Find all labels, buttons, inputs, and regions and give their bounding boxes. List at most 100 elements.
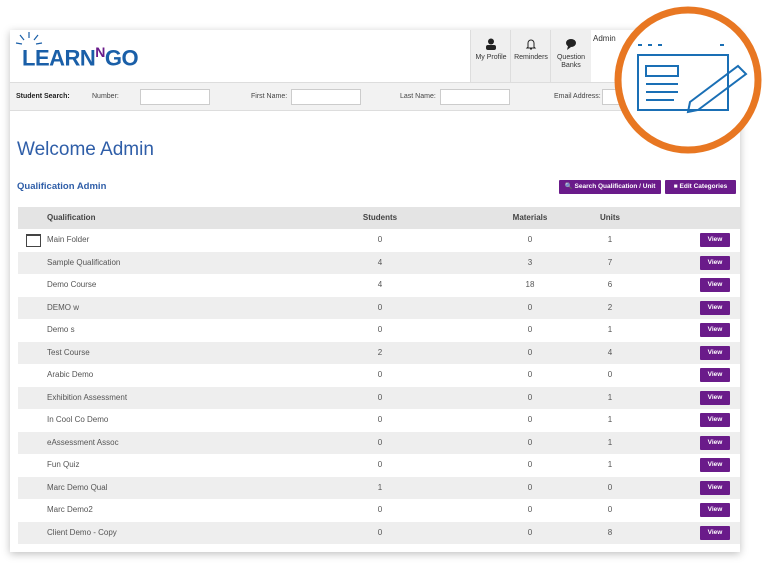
table-row: Arabic Demo 0 0 0 View (18, 364, 740, 387)
qualification-name[interactable]: Demo Course (47, 280, 97, 289)
user-name[interactable]: Admin (593, 34, 616, 43)
cell-number: 2 (377, 347, 383, 357)
qualification-name[interactable]: Demo s (47, 325, 75, 334)
cell-number: 0 (527, 437, 533, 447)
text-input[interactable] (140, 89, 210, 105)
cell-number: 0 (377, 302, 383, 312)
table-row: In Cool Co Demo 0 0 1 View (18, 409, 740, 432)
view-button[interactable]: View (700, 300, 730, 315)
cell-number: 0 (377, 235, 383, 244)
column-header: Units (600, 213, 620, 222)
qualification-name[interactable]: Fun Quiz (47, 460, 80, 469)
field-label: First Name: (251, 93, 288, 100)
cell-number: 0 (527, 505, 533, 514)
view-button[interactable]: View (700, 458, 730, 472)
qualification-name[interactable]: eAssessment Assoc (47, 437, 119, 447)
section-title: Qualification Admin (17, 181, 107, 192)
view-button[interactable]: View (700, 345, 730, 360)
view-button[interactable]: View (700, 390, 730, 405)
cell-number: 2 (607, 302, 613, 312)
qualification-name[interactable]: DEMO w (47, 302, 79, 312)
edit-button[interactable]: ■ Edit Categories (665, 180, 736, 194)
view-button[interactable]: View (700, 368, 730, 382)
table-header: Qualification Students Materials Units (18, 207, 740, 229)
logo-text: N (95, 44, 105, 60)
cell-number: 0 (527, 460, 533, 469)
cell-number: 0 (527, 235, 533, 244)
view-button[interactable]: View (700, 323, 730, 337)
field-label: Email Address: (554, 93, 601, 100)
icon (525, 39, 537, 50)
table-row: Sample Qualification 4 3 7 View (18, 251, 740, 274)
table-row: Test Course 2 0 4 View (18, 341, 740, 364)
view-button[interactable]: View (700, 255, 730, 270)
field-label: Number: (92, 93, 119, 100)
cell-number: 0 (377, 325, 383, 334)
cell-number: 7 (607, 257, 613, 267)
cell-number: 0 (527, 392, 533, 402)
view-button[interactable]: View (700, 503, 730, 517)
table-row: Main Folder 0 0 1 View (18, 229, 740, 252)
qualification-name[interactable]: Arabic Demo (47, 370, 94, 379)
table-row: Fun Quiz 0 0 1 View (18, 454, 740, 477)
cell-number: 1 (607, 437, 613, 447)
table-row: Marc Demo2 0 0 0 View (18, 499, 740, 522)
logo-text: LEARN (22, 45, 96, 71)
search-button[interactable]: 🔍 Search Qualification / Unit (559, 180, 661, 194)
nav-item[interactable]: Reminders (510, 30, 551, 82)
field-label: Last Name: (400, 93, 436, 100)
table-row: eAssessment Assoc 0 0 1 View (18, 431, 740, 454)
cell-number: 1 (607, 235, 613, 244)
badge (614, 6, 762, 154)
cell-number: 0 (377, 505, 383, 514)
cell-number: 4 (377, 257, 383, 267)
view-button[interactable]: View (700, 413, 730, 427)
qualification-name[interactable]: Exhibition Assessment (47, 392, 128, 402)
welcome-heading: Welcome Admin (17, 139, 154, 160)
logo-bulb (15, 32, 43, 45)
logo[interactable]: LEARNNGO (22, 44, 139, 71)
cell-number: 0 (527, 527, 533, 537)
cell-number: 1 (377, 482, 383, 492)
table-row: Client Demo - Copy 0 0 8 View (18, 521, 740, 544)
button-label: Edit Categories (679, 183, 728, 190)
qualification-name[interactable]: Marc Demo2 (47, 505, 93, 514)
column-header: Students (362, 213, 398, 222)
qualification-name[interactable]: Client Demo - Copy (47, 527, 117, 537)
cell-number: 0 (377, 460, 383, 469)
cell-number: 18 (525, 280, 535, 289)
qualification-name[interactable]: In Cool Co Demo (47, 415, 109, 424)
cell-number: 0 (527, 415, 533, 424)
view-button[interactable]: View (700, 233, 730, 247)
qualification-name[interactable]: Main Folder (47, 235, 90, 244)
search-title: Student Search: (16, 93, 70, 100)
table-row: Exhibition Assessment 0 0 1 View (18, 386, 740, 409)
nav-item[interactable]: Question Banks (550, 30, 591, 82)
view-button[interactable]: View (700, 480, 730, 495)
button-label: Search Qualification / Unit (574, 183, 656, 190)
icon (486, 38, 496, 50)
column-header: Materials (512, 213, 548, 222)
table-row: DEMO w 0 0 2 View (18, 296, 740, 319)
cell-number: 8 (607, 527, 613, 537)
cell-number: 0 (527, 482, 533, 492)
cell-number: 0 (527, 325, 533, 334)
text-input[interactable] (440, 89, 510, 105)
cell-number: 0 (377, 392, 383, 402)
view-button[interactable]: View (700, 278, 730, 292)
table-row: Marc Demo Qual 1 0 0 View (18, 476, 740, 499)
view-button[interactable]: View (700, 525, 730, 540)
table-row: Demo s 0 0 1 View (18, 319, 740, 342)
cell-number: 4 (607, 347, 613, 357)
icon (566, 39, 576, 50)
qualification-name[interactable]: Marc Demo Qual (47, 482, 108, 492)
text-input[interactable] (291, 89, 361, 105)
qualification-name[interactable]: Sample Qualification (47, 257, 121, 267)
nav-item[interactable]: My Profile (470, 30, 511, 82)
view-button[interactable]: View (700, 435, 730, 450)
cell-number: 0 (607, 370, 613, 379)
cell-number: 6 (607, 280, 613, 289)
qualification-name[interactable]: Test Course (47, 347, 90, 357)
cell-number: 1 (607, 460, 613, 469)
